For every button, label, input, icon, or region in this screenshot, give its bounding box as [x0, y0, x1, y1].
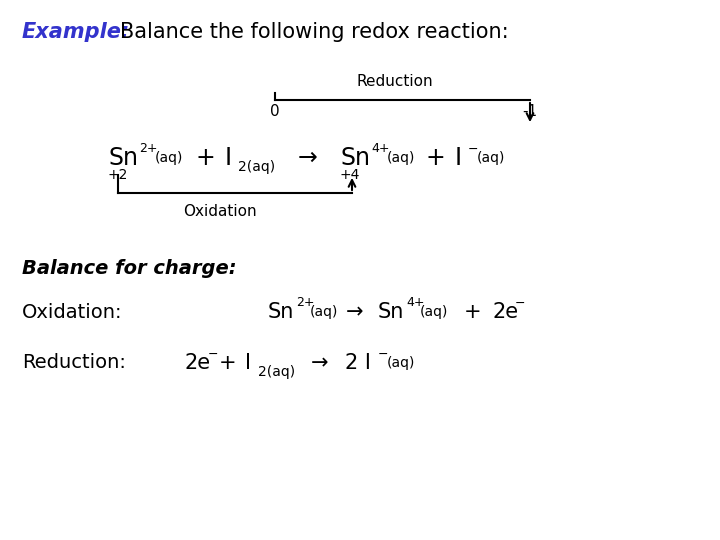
Text: Balance for charge:: Balance for charge: [22, 259, 236, 278]
Text: −: − [515, 296, 526, 309]
Text: →: → [298, 146, 318, 170]
Text: →: → [311, 353, 329, 373]
Text: (aq): (aq) [387, 356, 415, 370]
Text: Sn: Sn [340, 146, 370, 170]
Text: I: I [225, 146, 232, 170]
Text: −: − [468, 143, 479, 156]
Text: 0: 0 [270, 105, 280, 119]
Text: −: − [378, 348, 389, 361]
Text: (aq): (aq) [310, 305, 338, 319]
Text: Sn: Sn [108, 146, 138, 170]
Text: +: + [425, 146, 445, 170]
Text: 2e: 2e [185, 353, 211, 373]
Text: 4+: 4+ [406, 296, 425, 309]
Text: (aq): (aq) [387, 151, 415, 165]
Text: Oxidation:: Oxidation: [22, 302, 122, 321]
Text: (aq): (aq) [477, 151, 505, 165]
Text: 4+: 4+ [371, 143, 390, 156]
Text: (aq): (aq) [155, 151, 184, 165]
Text: Reduction:: Reduction: [22, 354, 126, 373]
Text: 2 I: 2 I [345, 353, 371, 373]
Text: →: → [346, 302, 364, 322]
Text: 2+: 2+ [296, 296, 315, 309]
Text: Sn: Sn [378, 302, 405, 322]
Text: +: + [195, 146, 215, 170]
Text: 2+: 2+ [139, 143, 158, 156]
Text: −: − [208, 348, 218, 361]
Text: 2(aq): 2(aq) [238, 160, 275, 174]
Text: Balance the following redox reaction:: Balance the following redox reaction: [120, 22, 508, 42]
Text: Example:: Example: [22, 22, 130, 42]
Text: Reduction: Reduction [356, 75, 433, 90]
Text: 2e: 2e [492, 302, 518, 322]
Text: +: + [464, 302, 482, 322]
Text: 2(aq): 2(aq) [258, 365, 295, 379]
Text: +4: +4 [340, 168, 360, 182]
Text: Sn: Sn [268, 302, 294, 322]
Text: Oxidation: Oxidation [183, 205, 257, 219]
Text: I: I [455, 146, 462, 170]
Text: -1: -1 [523, 105, 538, 119]
Text: (aq): (aq) [420, 305, 449, 319]
Text: +: + [219, 353, 237, 373]
Text: I: I [245, 353, 251, 373]
Text: +2: +2 [108, 168, 128, 182]
